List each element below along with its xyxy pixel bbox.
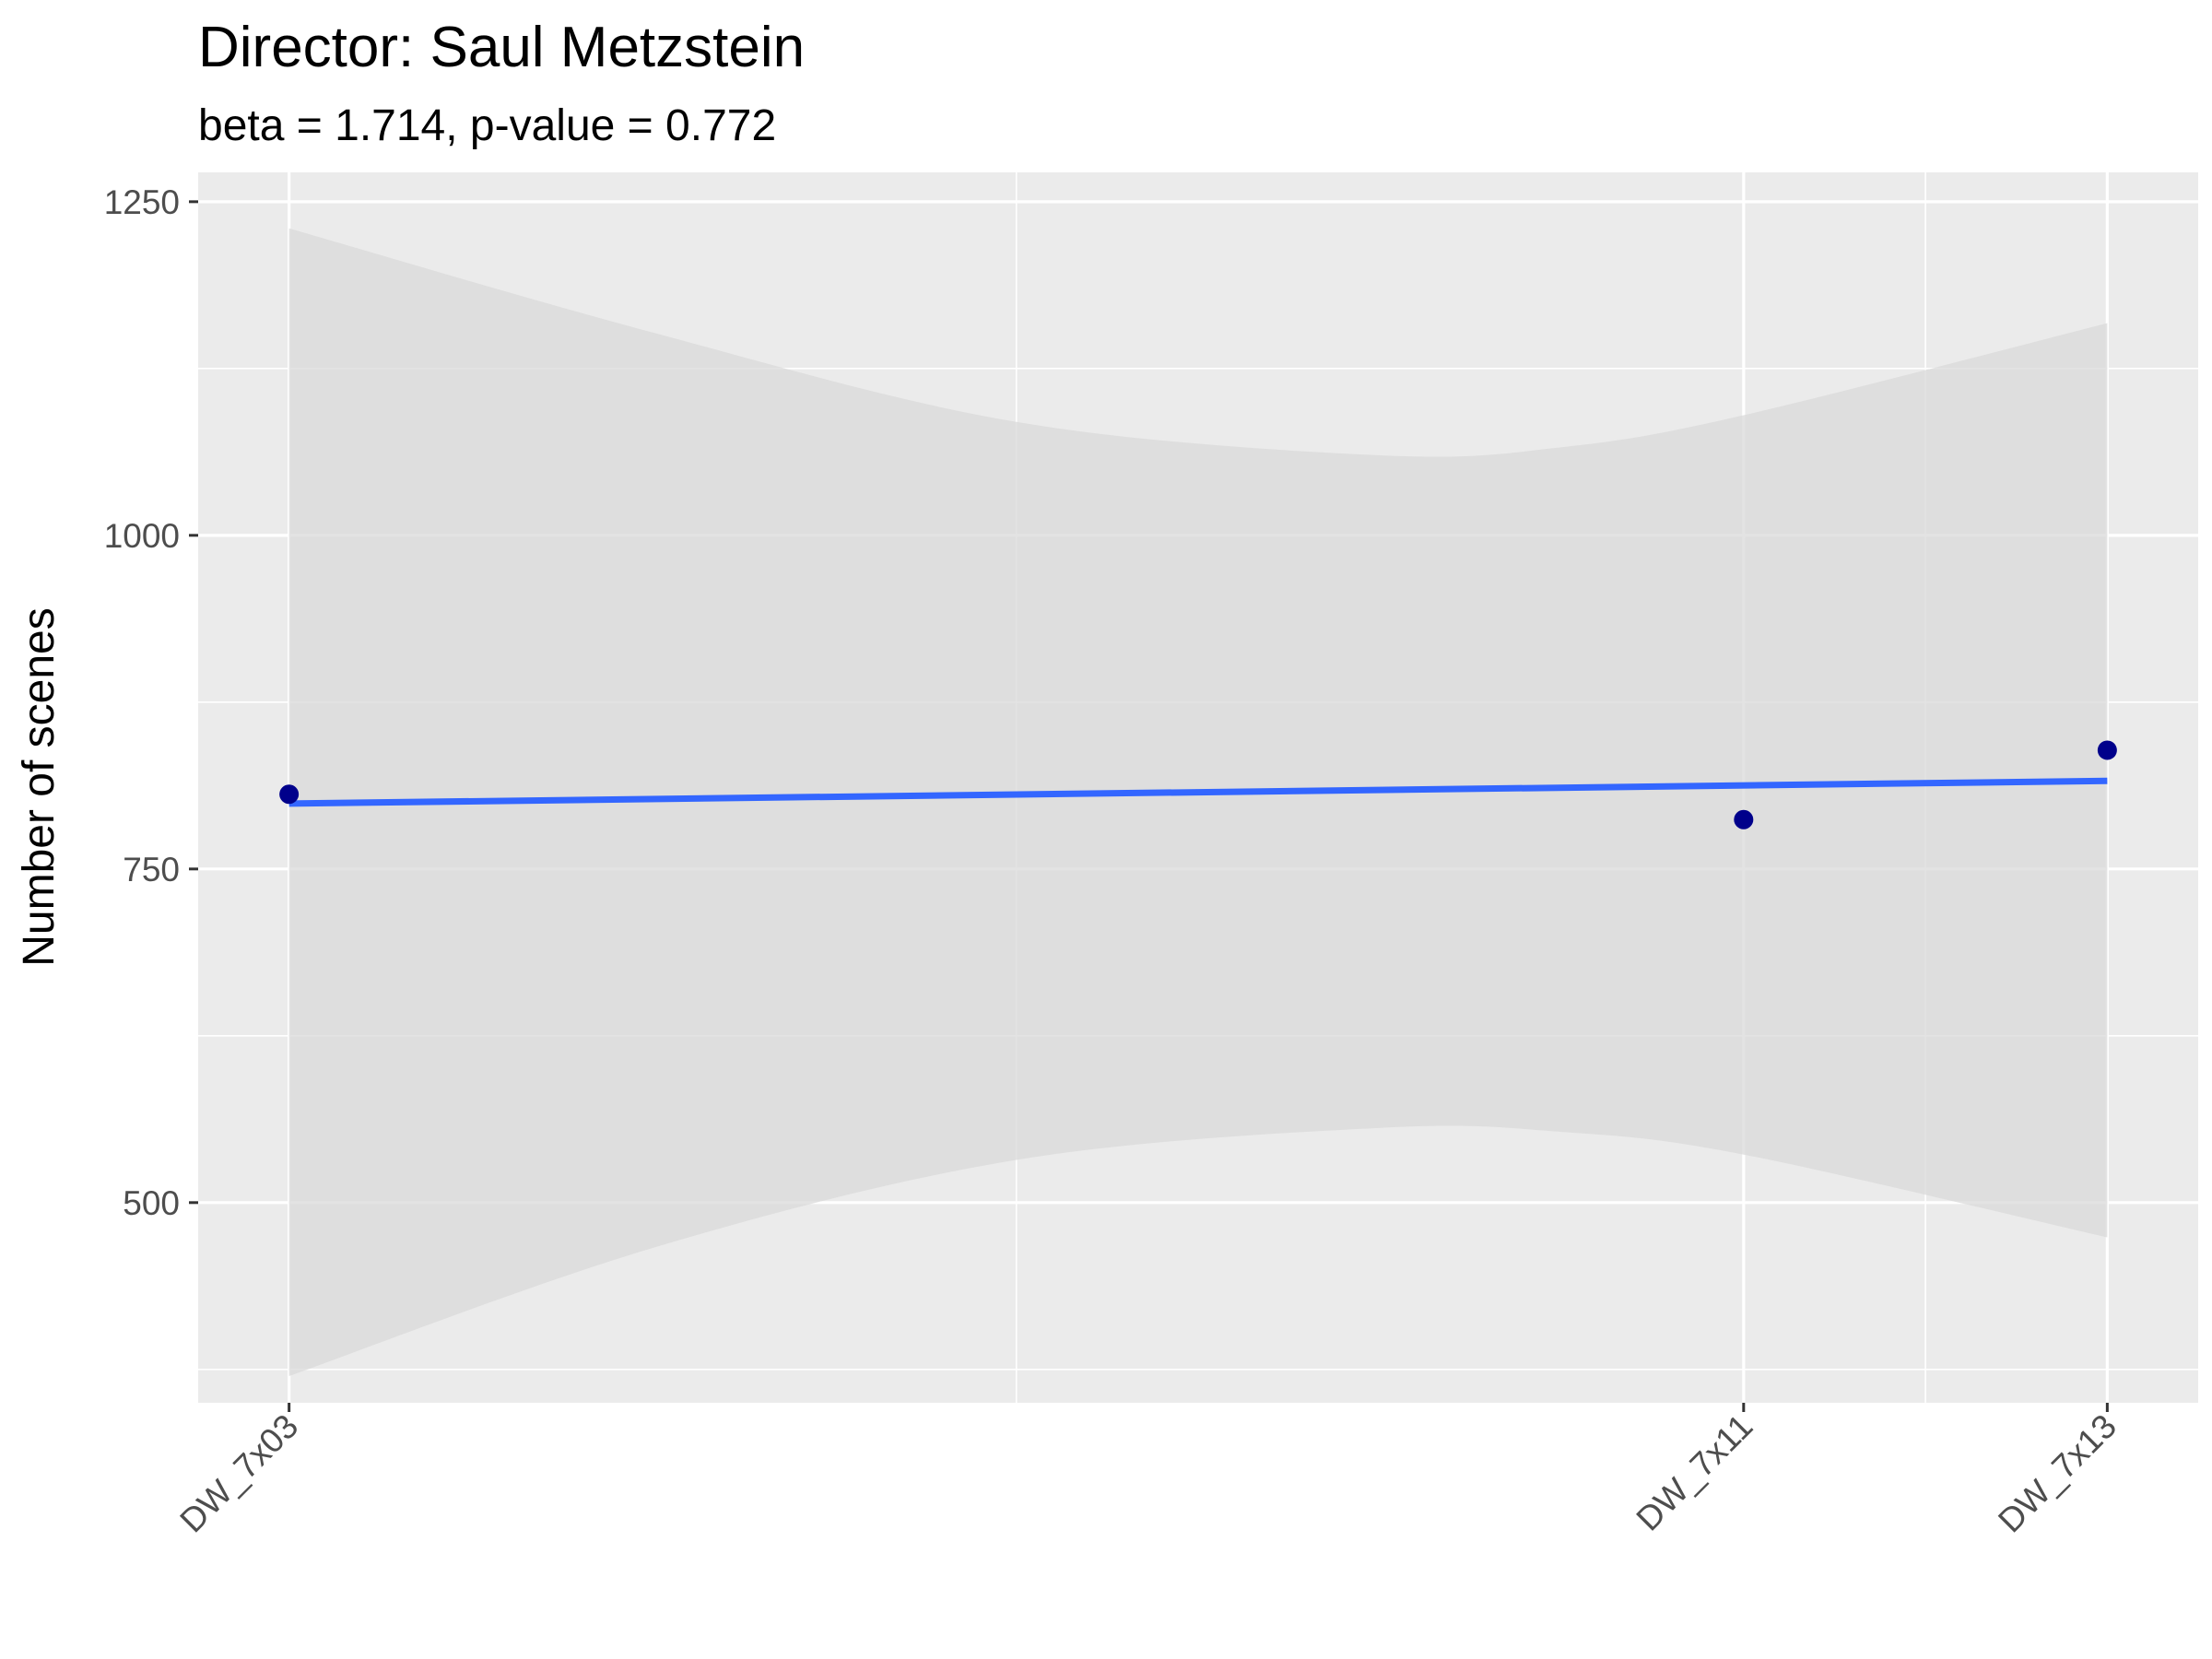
data-point-DW_7x03 [279,784,300,805]
fit-line-layer [288,777,2108,807]
chart-title: Director: Saul Metzstein [198,16,805,79]
data-point-DW_7x13 [2097,740,2117,760]
x-tick-label-2: DW_7x13 [1991,1407,2124,1540]
x-axis: DW_7x03 DW_7x11 DW_7x13 [172,1403,2124,1540]
y-tick-label-2: 1000 [104,517,180,555]
fit-line [288,777,2108,807]
y-axis: 500 750 1000 1250 [104,183,198,1222]
confidence-band [288,228,2108,1376]
points-layer [279,740,2117,830]
x-tick-label-1: DW_7x11 [1630,1407,1760,1538]
y-axis-title: Number of scenes [15,607,64,967]
y-tick-label-3: 1250 [104,183,180,221]
chart-subtitle: beta = 1.714, p-value = 0.772 [198,101,776,150]
x-tick-label-0: DW_7x03 [172,1407,305,1540]
y-tick-label-0: 500 [123,1184,180,1222]
data-point-DW_7x11 [1734,809,1754,830]
y-tick-label-1: 750 [123,851,180,888]
confidence-band-layer [288,228,2108,1376]
